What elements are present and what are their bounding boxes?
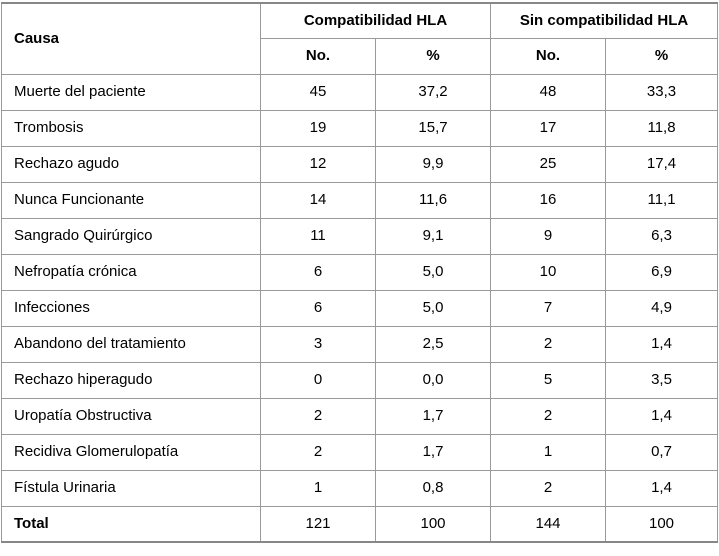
table-row: Trombosis 19 15,7 17 11,8	[1, 109, 719, 147]
value-cell: 2,5	[374, 325, 492, 363]
value-cell: 11,8	[605, 109, 719, 147]
row-label-cell: Nefropatía crónica	[1, 253, 261, 291]
value-cell: 3,5	[605, 361, 719, 399]
header-group-row: Causa Compatibilidad HLA Sin compatibili…	[1, 2, 719, 75]
value-cell: 9,1	[374, 217, 492, 255]
value-cell: 2	[260, 397, 376, 435]
value-cell: 1,4	[605, 469, 719, 507]
value-cell: 2	[490, 469, 607, 507]
value-cell: 17	[490, 109, 607, 147]
row-label-cell: Infecciones	[1, 289, 261, 327]
row-label-cell: Nunca Funcionante	[1, 181, 261, 219]
table-container: Causa Compatibilidad HLA Sin compatibili…	[1, 2, 719, 543]
value-cell: 0	[260, 361, 376, 399]
table-row: Uropatía Obstructiva 2 1,7 2 1,4	[1, 397, 719, 435]
value-cell: 1,7	[374, 433, 492, 471]
value-cell: 2	[490, 325, 607, 363]
row-label-cell: Fístula Urinaria	[1, 469, 261, 507]
table-row: Sangrado Quirúrgico 11 9,1 9 6,3	[1, 217, 719, 255]
column-group-compatibilidad-hla: Compatibilidad HLA	[259, 2, 492, 39]
value-cell: 16	[490, 181, 607, 219]
value-cell: 2	[490, 397, 607, 435]
value-cell: 5,0	[374, 253, 492, 291]
table-row: Infecciones 6 5,0 7 4,9	[1, 289, 719, 327]
row-label-cell: Abandono del tratamiento	[1, 325, 261, 363]
table-row: Nunca Funcionante 14 11,6 16 11,1	[1, 181, 719, 219]
table-row: Abandono del tratamiento 3 2,5 2 1,4	[1, 325, 719, 363]
header-sub-row: No. % No. %	[2, 37, 719, 75]
row-label-cell: Muerte del paciente	[1, 73, 261, 111]
value-cell: 7	[490, 289, 607, 327]
table-body: Muerte del paciente 45 37,2 48 33,3 Trombosis…	[1, 73, 719, 543]
value-cell: 5	[490, 361, 607, 399]
value-cell: 9	[490, 217, 607, 255]
table-row: Muerte del paciente 45 37,2 48 33,3	[1, 73, 719, 111]
value-cell: 11	[260, 217, 376, 255]
value-cell: 10	[490, 253, 607, 291]
value-cell: 3	[260, 325, 376, 363]
value-cell: 144	[490, 505, 607, 543]
value-cell: 11,6	[374, 181, 492, 219]
value-cell: 121	[260, 505, 376, 543]
column-header-no-sin-compat: No.	[490, 37, 607, 75]
column-header-pct-sin-compat: %	[605, 37, 719, 75]
value-cell: 14	[260, 181, 376, 219]
value-cell: 1,4	[605, 397, 719, 435]
value-cell: 1	[490, 433, 607, 471]
value-cell: 15,7	[374, 109, 492, 147]
value-cell: 0,7	[605, 433, 719, 471]
value-cell: 48	[490, 73, 607, 111]
value-cell: 100	[605, 505, 719, 543]
value-cell: 11,1	[605, 181, 719, 219]
row-label-cell: Rechazo agudo	[1, 145, 261, 183]
value-cell: 19	[260, 109, 376, 147]
value-cell: 4,9	[605, 289, 719, 327]
total-row: Total 121 100 144 100	[1, 505, 719, 543]
row-label-cell: Recidiva Glomerulopatía	[1, 433, 261, 471]
value-cell: 37,2	[374, 73, 492, 111]
value-cell: 12	[260, 145, 376, 183]
table-row: Recidiva Glomerulopatía 2 1,7 1 0,7	[1, 433, 719, 471]
row-label-cell: Total	[1, 505, 261, 543]
value-cell: 25	[490, 145, 607, 183]
table-header: Causa Compatibilidad HLA Sin compatibili…	[1, 2, 719, 75]
value-cell: 5,0	[374, 289, 492, 327]
value-cell: 0,0	[374, 361, 492, 399]
row-label-cell: Trombosis	[1, 109, 261, 147]
row-label-cell: Rechazo hiperagudo	[1, 361, 261, 399]
value-cell: 100	[374, 505, 492, 543]
hla-compatibility-table: Causa Compatibilidad HLA Sin compatibili…	[1, 2, 719, 543]
row-label-cell: Sangrado Quirúrgico	[1, 217, 261, 255]
value-cell: 6	[260, 253, 376, 291]
value-cell: 6	[260, 289, 376, 327]
table-row: Nefropatía crónica 6 5,0 10 6,9	[1, 253, 719, 291]
value-cell: 17,4	[605, 145, 719, 183]
value-cell: 1,7	[374, 397, 492, 435]
table-row: Fístula Urinaria 1 0,8 2 1,4	[1, 469, 719, 507]
value-cell: 1	[260, 469, 376, 507]
value-cell: 33,3	[605, 73, 719, 111]
column-group-sin-compatibilidad-hla: Sin compatibilidad HLA	[490, 2, 719, 39]
value-cell: 6,9	[605, 253, 719, 291]
value-cell: 0,8	[374, 469, 492, 507]
value-cell: 9,9	[374, 145, 492, 183]
value-cell: 1,4	[605, 325, 719, 363]
column-header-pct-compat: %	[374, 37, 492, 75]
table-row: Rechazo agudo 12 9,9 25 17,4	[1, 145, 719, 183]
column-header-causa: Causa	[1, 2, 261, 75]
value-cell: 2	[260, 433, 376, 471]
column-header-no-compat: No.	[260, 37, 376, 75]
row-label-cell: Uropatía Obstructiva	[1, 397, 261, 435]
value-cell: 45	[260, 73, 376, 111]
table-row: Rechazo hiperagudo 0 0,0 5 3,5	[1, 361, 719, 399]
value-cell: 6,3	[605, 217, 719, 255]
